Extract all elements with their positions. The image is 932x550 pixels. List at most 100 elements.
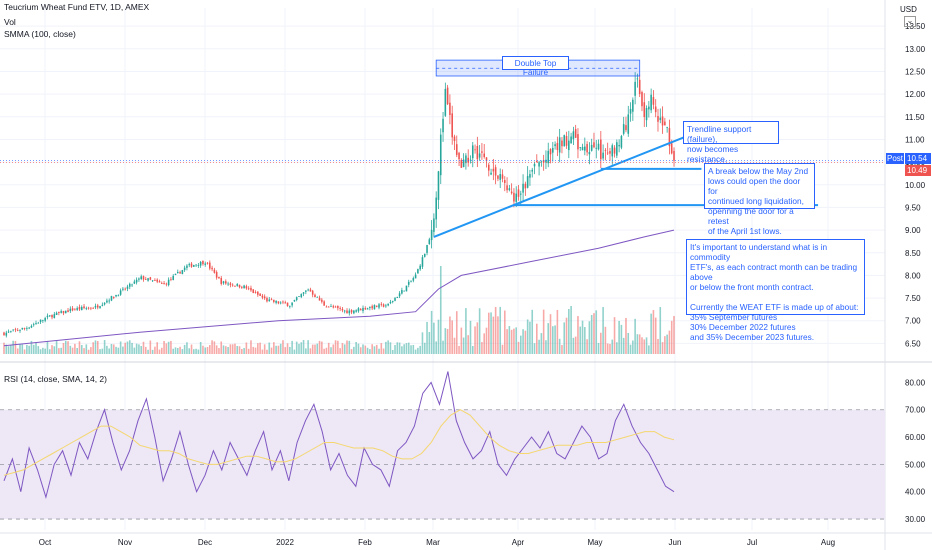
volume-bar	[517, 341, 520, 354]
volume-bar	[350, 349, 353, 354]
candle-body	[563, 135, 566, 147]
volume-bar	[37, 346, 40, 354]
candle-body	[92, 307, 94, 309]
volume-bar	[385, 341, 387, 354]
candle-body	[10, 330, 12, 332]
volume-bar	[417, 347, 419, 354]
volume-bar	[519, 335, 522, 354]
volume-bar	[497, 316, 499, 354]
volume-bar	[110, 343, 113, 354]
volume-bar	[533, 343, 536, 354]
candle-body	[119, 290, 122, 295]
candle-body	[515, 193, 518, 202]
candle-body	[334, 306, 337, 308]
volume-bar	[156, 342, 159, 354]
volume-bar	[661, 342, 664, 354]
candle-body	[307, 289, 309, 291]
volume-bar	[565, 317, 568, 354]
candle-body	[584, 146, 586, 151]
candle-body	[385, 305, 387, 307]
candle-body	[611, 145, 614, 157]
volume-bar	[302, 340, 305, 354]
candle-body	[268, 299, 271, 302]
candle-body	[339, 307, 341, 309]
candle-body	[476, 146, 479, 160]
candle-body	[632, 99, 634, 112]
break-below-note[interactable]: A break below the May 2nd lows could ope…	[704, 163, 815, 236]
etf-note[interactable]: It's important to understand what is in …	[686, 239, 865, 342]
volume-bars	[3, 266, 675, 354]
volume-bar	[652, 310, 655, 354]
time-tick-label: Aug	[821, 538, 835, 547]
candle-body	[131, 284, 133, 286]
volume-bar	[231, 344, 234, 354]
volume-bar	[483, 333, 486, 354]
volume-bar	[606, 343, 609, 354]
volume-bar	[549, 314, 552, 354]
candle-body	[579, 146, 582, 148]
candle-body	[179, 272, 181, 274]
volume-bar	[474, 326, 476, 354]
volume-bar	[552, 326, 554, 354]
candle-body	[46, 315, 49, 318]
rsi-tick-label: 80.00	[905, 378, 926, 387]
candle-body	[446, 87, 449, 105]
candle-body	[455, 144, 458, 155]
volume-bar	[213, 341, 216, 354]
candle-body	[199, 261, 202, 266]
volume-bar	[186, 342, 188, 354]
candle-body	[69, 308, 72, 312]
volume-legend: Vol	[4, 17, 16, 27]
volume-bar	[529, 321, 531, 354]
volume-bar	[58, 348, 60, 354]
volume-bar	[613, 317, 616, 354]
volume-bar	[481, 342, 483, 354]
volume-bar	[462, 337, 465, 354]
volume-bar	[117, 347, 120, 354]
trendline-note[interactable]: Trendline support (failure), now becomes…	[683, 121, 779, 164]
candle-body	[661, 116, 664, 126]
volume-bar	[165, 343, 168, 354]
volume-bar	[71, 347, 74, 354]
candle-body	[35, 322, 37, 324]
candle-body	[588, 151, 591, 155]
candle-body	[321, 299, 323, 302]
volume-bar	[632, 340, 634, 354]
volume-bar	[449, 316, 451, 354]
volume-bar	[179, 346, 181, 354]
candle-body	[405, 285, 408, 292]
candle-body	[289, 305, 291, 307]
volume-bar	[643, 339, 646, 354]
candle-body	[106, 300, 108, 303]
volume-bar	[140, 346, 142, 354]
candle-body	[565, 136, 568, 146]
candle-body	[160, 282, 163, 284]
collapse-icon[interactable]: ⌄	[904, 16, 916, 27]
candle-body	[275, 300, 277, 303]
candle-body	[474, 149, 476, 151]
volume-bar	[286, 343, 289, 354]
time-tick-label: Nov	[118, 538, 132, 547]
candle-body	[460, 160, 463, 168]
candle-body	[650, 94, 652, 111]
volume-bar	[558, 338, 561, 354]
candle-body	[247, 288, 250, 290]
volume-bar	[478, 308, 481, 354]
candle-body	[7, 331, 10, 333]
candle-body	[616, 142, 618, 156]
double-top-note[interactable]: Double Top Failure	[502, 56, 569, 77]
volume-bar	[85, 344, 88, 354]
candle-body	[366, 308, 369, 310]
candle-body	[62, 310, 65, 314]
candle-body	[638, 79, 641, 95]
post-label-badge: Post	[886, 153, 904, 164]
symbol-title: Teucrium Wheat Fund ETV, 1D, AMEX	[4, 2, 150, 12]
volume-bar	[135, 343, 138, 354]
volume-bar	[298, 343, 300, 354]
candle-body	[414, 274, 417, 279]
volume-bar	[508, 326, 511, 354]
candle-body	[343, 310, 346, 312]
candle-body	[174, 273, 177, 275]
volume-bar	[284, 347, 287, 354]
price-tick-label: 12.00	[905, 90, 926, 99]
